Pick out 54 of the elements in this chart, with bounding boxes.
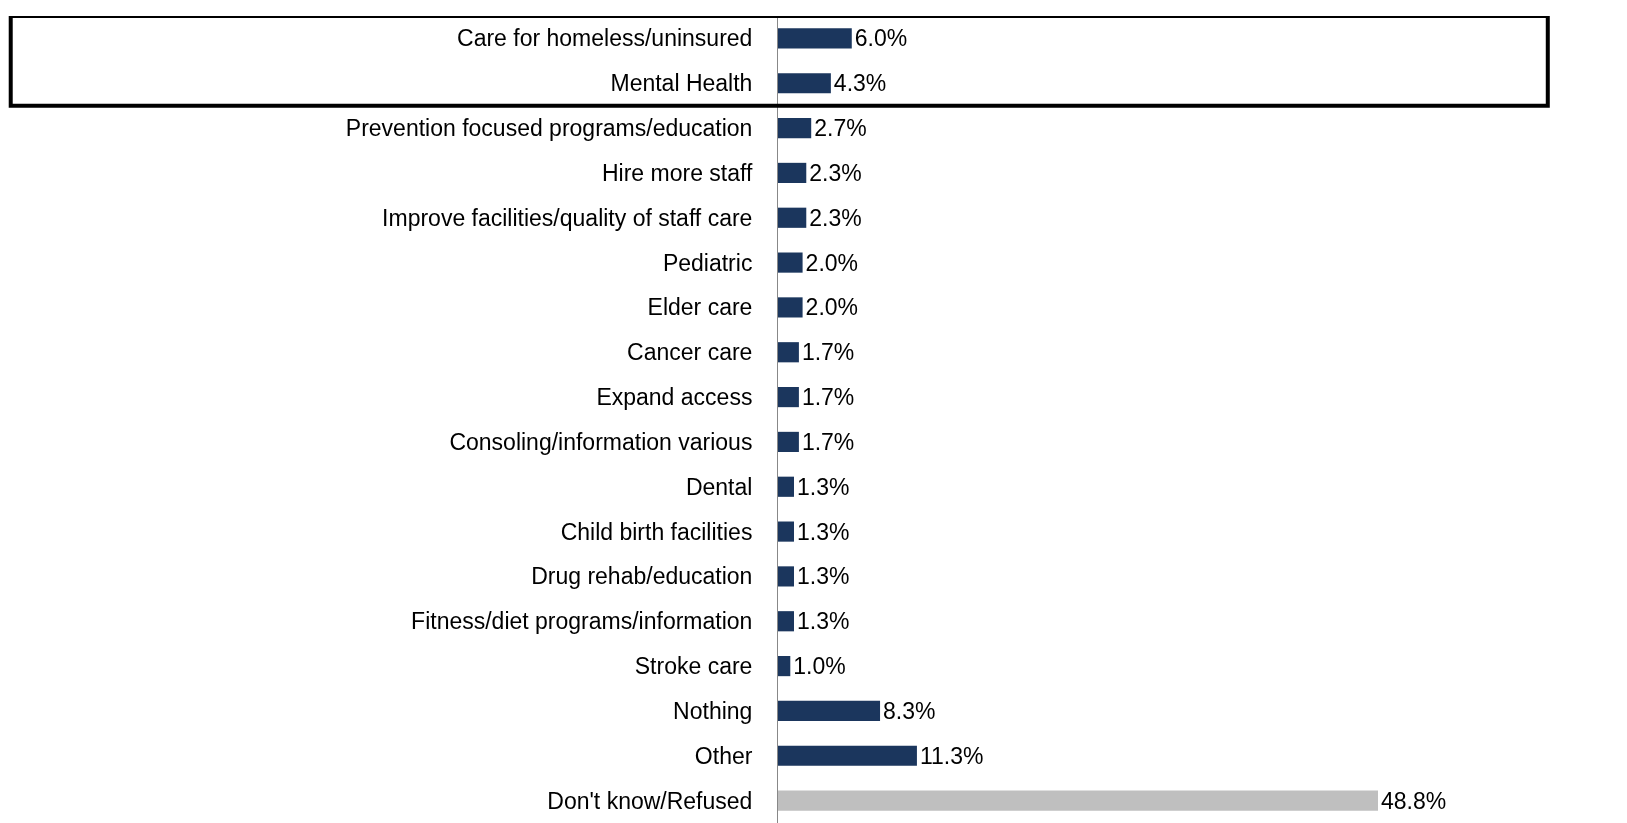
bar [778, 73, 831, 94]
bar [778, 207, 807, 228]
data-label: 1.0% [793, 653, 846, 680]
bar [778, 431, 799, 452]
y-tick-label: Expand access [596, 384, 753, 411]
data-label: 1.7% [801, 384, 855, 411]
y-tick-label: Care for homeless/uninsured [457, 25, 753, 52]
y-tick-label: Drug rehab/education [531, 563, 753, 590]
y-tick-label: Child birth facilities [560, 518, 753, 545]
y-tick-label: Mental Health [610, 70, 753, 97]
y-tick-label: Prevention focused programs/education [345, 115, 753, 142]
data-label: 2.0% [805, 249, 859, 276]
bar [778, 28, 852, 49]
bar [778, 656, 791, 677]
bar [778, 566, 794, 587]
data-label: 1.7% [801, 428, 855, 455]
y-tick-label: Nothing [673, 697, 753, 724]
y-tick-label: Fitness/diet programs/information [411, 608, 753, 635]
bar [778, 387, 799, 408]
data-label: 1.7% [801, 339, 855, 366]
y-tick-label: Elder care [647, 294, 753, 321]
bar [778, 297, 803, 318]
bar [778, 476, 794, 497]
data-label: 1.3% [796, 563, 850, 590]
y-tick-label: Consoling/information various [449, 428, 753, 455]
y-tick-label: Pediatric [662, 249, 753, 276]
y-tick-label: Other [694, 742, 753, 769]
bar [778, 611, 794, 632]
y-tick-label: Don't know/Refused [547, 787, 753, 814]
data-label: 2.7% [814, 115, 867, 142]
data-label: 48.8% [1381, 787, 1447, 814]
bar [778, 700, 881, 721]
data-label: 1.3% [796, 473, 850, 500]
y-tick-label: Cancer care [627, 339, 753, 366]
data-label: 6.0% [854, 25, 908, 52]
bar [778, 790, 1378, 811]
data-label: 2.3% [809, 159, 862, 186]
y-tick-label: Dental [685, 473, 753, 500]
bar [778, 521, 794, 542]
bar [778, 745, 917, 766]
y-tick-label: Stroke care [634, 653, 753, 680]
bar [778, 252, 803, 273]
data-label: 1.3% [796, 608, 850, 635]
data-label: 1.3% [796, 518, 850, 545]
data-label: 2.3% [809, 204, 862, 231]
y-tick-label: Improve facilities/quality of staff care [382, 204, 753, 231]
data-label: 11.3% [919, 742, 984, 769]
bar [778, 162, 807, 183]
data-label: 4.3% [833, 70, 887, 97]
bar [778, 342, 799, 363]
data-label: 8.3% [883, 697, 936, 724]
y-tick-label: Hire more staff [601, 159, 753, 186]
bar [778, 118, 812, 139]
data-label: 2.0% [805, 294, 859, 321]
